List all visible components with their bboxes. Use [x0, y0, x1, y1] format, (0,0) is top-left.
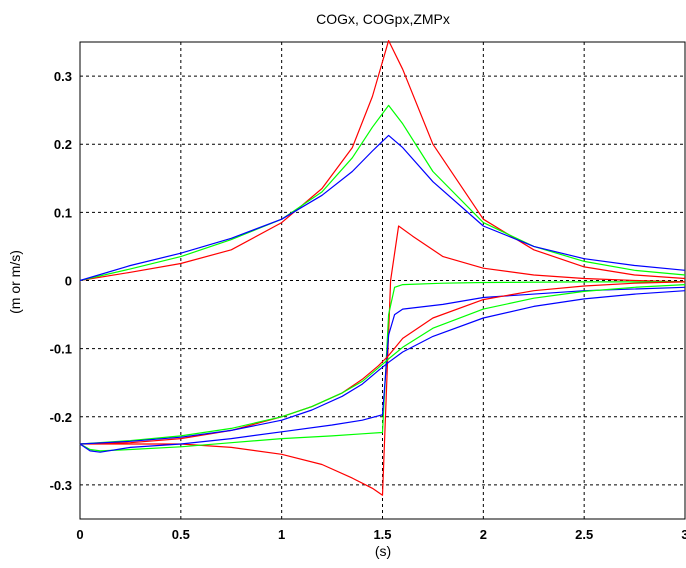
- y-tick-label: -0.2: [50, 410, 72, 425]
- series-line-9: [79, 290, 686, 445]
- series-line-8: [79, 284, 686, 445]
- y-tick-label: -0.1: [50, 342, 72, 357]
- x-gridlines: [180, 42, 585, 519]
- x-tick-label: 2.5: [575, 527, 593, 542]
- y-tick-labels: 0.3 0.2 0.1 0 -0.1 -0.2 -0.3: [50, 69, 72, 493]
- series-line-6: [79, 286, 686, 453]
- y-tick-label: 0.3: [54, 69, 72, 84]
- x-tick-label: 3: [681, 527, 686, 542]
- y-axis-label: (m or m/s): [7, 250, 23, 314]
- y-tick-label: 0: [65, 274, 72, 289]
- series-line-3: [79, 134, 686, 282]
- series-line-4: [80, 225, 686, 496]
- x-tick-label: 1: [278, 527, 285, 542]
- x-tick-label: 0: [76, 527, 83, 542]
- x-tick-labels: 0 0.5 1 1.5 2 2.5 3: [76, 527, 686, 542]
- chart-title: COGx, COGpx,ZMPx: [316, 11, 450, 27]
- x-tick-label: 0.5: [172, 527, 190, 542]
- x-tick-label: 1.5: [373, 527, 391, 542]
- series-line-1: [79, 39, 686, 282]
- y-tick-label: -0.3: [50, 478, 72, 493]
- x-axis-label: (s): [375, 543, 391, 559]
- y-tick-label: 0.1: [54, 205, 72, 220]
- series-lines: [79, 39, 686, 496]
- y-tick-label: 0.2: [54, 137, 72, 152]
- series-line-2: [79, 104, 686, 282]
- series-line-5: [79, 281, 685, 452]
- x-tick-label: 2: [480, 527, 487, 542]
